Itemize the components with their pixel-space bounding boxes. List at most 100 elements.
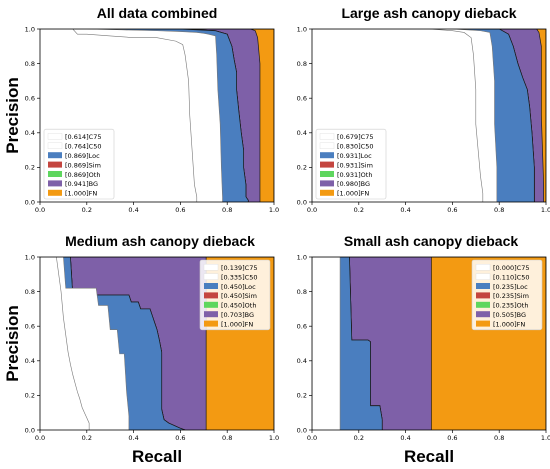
x-tick-label: 0.8	[494, 206, 504, 214]
legend-swatch-fn	[204, 320, 218, 327]
legend-swatch-c75	[319, 133, 335, 140]
chart-title: All data combined	[97, 5, 218, 21]
legend-label-bg: [0.941]BG	[65, 180, 98, 188]
y-tick-label: 1.0	[297, 253, 307, 261]
x-tick-label: 0.0	[307, 434, 317, 442]
y-tick-label: 0.8	[25, 288, 35, 296]
legend-label-c75: [0.614]C75	[65, 133, 102, 141]
plot-frame	[39, 28, 275, 203]
legend-swatch-c75	[475, 264, 491, 271]
legend-swatch-bg	[320, 180, 334, 187]
y-tick-label: 0.0	[297, 426, 307, 434]
legend-swatch-fn	[320, 189, 334, 196]
chart-panel-4: 0.0 0.2 0.4 0.6 0.8 1.0 0.0 0.2 0.4 0.6 0.8 1.0 Smal…	[297, 233, 550, 466]
y-tick-label: 0.0	[25, 198, 35, 206]
legend-swatch-fn	[476, 320, 490, 327]
legend-swatch-oth	[476, 301, 490, 308]
x-tick-label: 0.2	[354, 206, 364, 214]
legend-label-c75: [0.000]C75	[493, 264, 530, 272]
legend-label-sim: [0.931]Sim	[337, 161, 373, 169]
area-c50	[312, 257, 341, 430]
y-tick-label: 0.2	[297, 164, 307, 172]
legend-swatch-c50	[475, 273, 491, 280]
curve-c50	[40, 29, 223, 202]
legend: [0.139]C75[0.335]C50 [0.450]Loc[0.450]Sim…	[199, 259, 271, 331]
legend-label-c75: [0.679]C75	[337, 133, 374, 141]
x-tick-label: 0.8	[494, 434, 504, 442]
legend-label-c50: [0.110]C50	[493, 273, 530, 281]
y-tick-label: 0.4	[297, 129, 307, 137]
chart-panel-3: 0.0 0.2 0.4 0.6 0.8 1.0 0.0 0.2 0.4 0.6 0.8 1.0 Medi…	[3, 233, 279, 466]
x-tick-label: 0.4	[400, 434, 410, 442]
legend-label-c75: [0.139]C75	[221, 264, 258, 272]
x-tick-label: 0.4	[128, 206, 138, 214]
legend-swatch-loc	[320, 152, 334, 159]
y-tick-label: 0.4	[25, 129, 35, 137]
y-tick-label: 0.2	[25, 392, 35, 400]
legend-swatch-c50	[47, 142, 63, 150]
curve-bg	[40, 257, 207, 430]
legend-label-sim: [0.235]Sim	[493, 292, 529, 300]
legend-label-loc: [0.869]Loc	[65, 152, 100, 160]
legend-swatch-c75	[47, 133, 63, 140]
chart-title: Large ash canopy dieback	[341, 5, 516, 21]
x-tick-label: 0.0	[307, 206, 317, 214]
curve-c75	[40, 257, 90, 430]
legend-swatch-oth	[204, 301, 218, 308]
y-tick-label: 1.0	[25, 25, 35, 33]
legend-label-oth: [0.869]Oth	[65, 171, 100, 179]
x-tick-label: 0.6	[175, 434, 185, 442]
legend-label-oth: [0.450]Oth	[221, 302, 256, 310]
legend-swatch-loc	[476, 283, 490, 289]
x-tick-label: 0.2	[354, 434, 364, 442]
legend-label-oth: [0.931]Oth	[337, 171, 372, 179]
legend-swatch-c75	[203, 264, 219, 271]
curve-c75	[312, 29, 484, 202]
legend-swatch-sim	[48, 161, 62, 168]
legend-swatch-sim	[476, 292, 490, 299]
legend-swatch-fn	[48, 189, 62, 196]
curve-loc	[312, 257, 383, 430]
y-tick-label: 0.2	[25, 164, 35, 172]
legend-label-fn: [1.000]FN	[493, 320, 525, 328]
chart-panel-1: 0.0 0.2 0.4 0.6 0.8 1.0 0.0 0.2 0.4 0.6 0.8 1.0 All …	[3, 5, 279, 214]
curve-loc	[40, 257, 186, 430]
x-tick-label: 0.0	[35, 206, 45, 214]
legend-swatch-sim	[204, 292, 218, 299]
x-tick-label: 0.4	[400, 206, 410, 214]
legend-swatch-c50	[203, 273, 219, 280]
y-tick-label: 0.0	[297, 198, 307, 206]
curve-bg	[40, 29, 261, 202]
legend-swatch-loc	[204, 283, 218, 289]
chart-title: Medium ash canopy dieback	[65, 233, 255, 249]
legend-swatch-oth	[320, 171, 334, 177]
legend-label-oth: [0.235]Oth	[493, 302, 528, 310]
plot-frame	[311, 256, 547, 431]
legend: [0.614]C75 [0.764]C50[0.869]Loc[0.869]Sim…	[43, 128, 115, 200]
legend-label-loc: [0.450]Loc	[221, 283, 256, 291]
x-tick-label: 0.6	[447, 206, 457, 214]
x-axis-label: Recall	[404, 447, 454, 466]
y-tick-label: 0.4	[297, 357, 307, 365]
legend-label-c50: [0.764]C50	[65, 143, 102, 151]
legend-label-loc: [0.235]Loc	[493, 283, 528, 291]
y-axis-label: Precision	[3, 305, 22, 382]
legend-swatch-c50	[319, 142, 335, 150]
legend-label-c50: [0.830]C50	[337, 143, 374, 151]
curve-bg	[312, 257, 432, 430]
chart-panel-2: 0.0 0.2 0.4 0.6 0.8 1.0 0.0 0.2 0.4 0.6 0.8 1.0 Larg…	[297, 5, 550, 214]
curve-c50	[312, 29, 498, 202]
x-axis-label: Recall	[132, 447, 182, 466]
x-tick-label: 0.2	[82, 434, 92, 442]
legend-label-sim: [0.869]Sim	[65, 161, 101, 169]
x-tick-label: 0.8	[222, 434, 232, 442]
y-tick-label: 0.8	[297, 60, 307, 68]
curve-loc	[40, 29, 249, 202]
y-tick-label: 0.0	[25, 426, 35, 434]
curve-bg	[312, 29, 545, 202]
y-tick-label: 0.6	[25, 95, 35, 103]
chart-title: Small ash canopy dieback	[344, 233, 519, 249]
y-tick-label: 0.8	[25, 60, 35, 68]
x-tick-label: 1.0	[269, 434, 279, 442]
